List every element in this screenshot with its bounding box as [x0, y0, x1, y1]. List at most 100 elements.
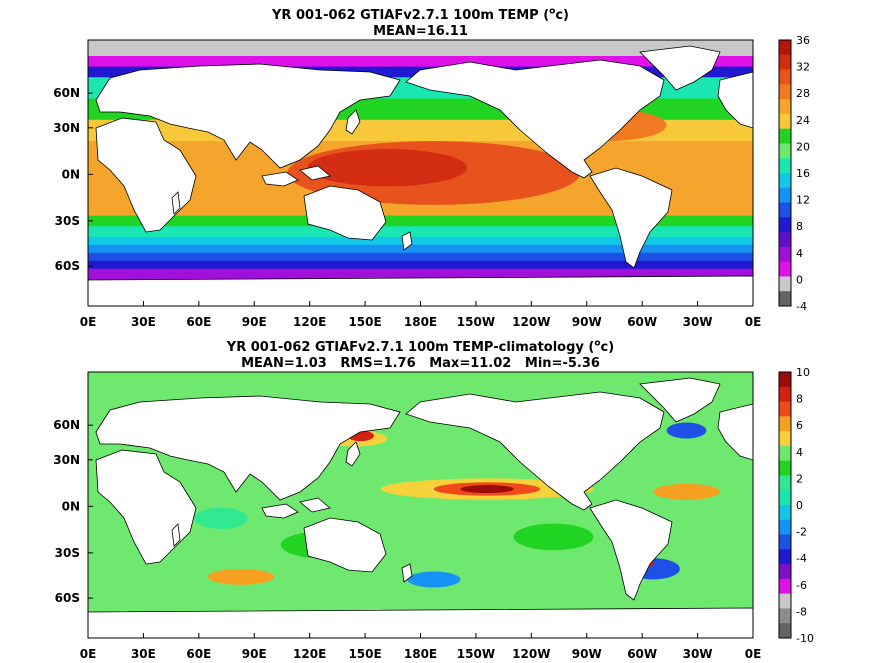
colorbar-segment: [779, 173, 791, 189]
warm-core-region: [307, 149, 468, 187]
x-tick-label: 0E: [80, 315, 97, 329]
colorbar-segment: [779, 40, 791, 56]
y-tick-label: 30N: [53, 453, 80, 467]
colorbar-tick-label: 4: [796, 446, 803, 459]
panel2-subtitle: MEAN=1.03 RMS=1.76 Max=11.02 Min=-5.36: [241, 356, 600, 372]
colorbar-tick-label: 4: [796, 247, 803, 260]
colorbar-segment: [779, 578, 791, 595]
colorbar-segment: [779, 158, 791, 174]
colorbar-segment: [779, 475, 791, 491]
temp-band: [88, 268, 753, 281]
colorbar-segment: [779, 623, 791, 639]
x-tick-label: 180E: [404, 315, 437, 329]
colorbar-segment: [779, 549, 791, 565]
x-tick-label: 120E: [293, 315, 326, 329]
temp-band: [88, 236, 753, 246]
colorbar-segment: [779, 246, 791, 263]
temp-band: [88, 55, 753, 68]
x-tick-label: 0E: [80, 647, 97, 661]
colorbar-frame: [778, 371, 792, 639]
y-tick-label: 0N: [62, 167, 80, 181]
panel1-colorbar: 36 32 28 24 20 16 12 8 4 0 -4: [778, 34, 810, 313]
y-tick-label: 60S: [55, 591, 80, 605]
colorbar-segment: [779, 54, 791, 71]
x-tick-label: 60E: [186, 315, 211, 329]
colorbar-tick-label: 36: [796, 34, 810, 47]
colorbar-tick-label: 8: [796, 393, 803, 406]
colorbar-tick-label: -10: [796, 632, 814, 645]
x-tick-label: 180E: [404, 647, 437, 661]
colorbar-segment: [779, 143, 791, 159]
x-tick-label: 90E: [242, 315, 267, 329]
x-tick-label: 120E: [293, 647, 326, 661]
colorbar-segment: [779, 372, 791, 388]
colorbar-segment: [779, 534, 791, 550]
temp-band: [88, 244, 753, 254]
colorbar-segment: [779, 69, 791, 85]
anomaly-patch: [513, 523, 594, 551]
colorbar-tick-label: 0: [796, 499, 803, 512]
x-tick-label: 30W: [683, 315, 713, 329]
colorbar-segment: [779, 128, 791, 144]
colorbar-segment: [779, 276, 791, 292]
panel2-title: YR 001-062 GTIAFv2.7.1 100m TEMP-climato…: [88, 336, 753, 372]
colorbar-segment: [779, 291, 791, 307]
colorbar-segment: [779, 401, 791, 417]
panel1-axes: 0E 30E 60E 90E 120E 150E 180E 150W 120W 90W 60W 30W…: [53, 86, 761, 329]
colorbar-segment: [779, 113, 791, 130]
y-tick-label: 0N: [62, 499, 80, 513]
colorbar-segment: [779, 608, 791, 624]
x-tick-label: 90W: [572, 315, 602, 329]
colorbar-tick-label: -4: [796, 552, 807, 565]
y-tick-label: 60N: [53, 86, 80, 100]
colorbar-segment: [779, 84, 791, 100]
colorbar-segment: [779, 593, 791, 609]
x-tick-label: 150E: [348, 315, 381, 329]
y-tick-label: 30N: [53, 121, 80, 135]
anomaly-patch: [407, 571, 461, 588]
colorbar-segment: [779, 505, 791, 521]
panel1-map: [88, 40, 753, 306]
colorbar-segment: [779, 386, 791, 403]
colorbar-tick-label: 8: [796, 220, 803, 233]
panel1-subtitle: MEAN=16.11: [373, 24, 468, 40]
x-tick-label: 30E: [131, 315, 156, 329]
anomaly-patch: [194, 507, 248, 529]
x-tick-label: 30W: [683, 647, 713, 661]
colorbar-segment: [779, 416, 791, 432]
temp-band: [88, 215, 753, 228]
colorbar-segment: [779, 460, 791, 476]
colorbar-tick-label: 16: [796, 167, 810, 180]
x-tick-label: 30E: [131, 647, 156, 661]
x-tick-label: 60W: [627, 315, 657, 329]
y-tick-label: 60N: [53, 418, 80, 432]
x-tick-label: 90E: [242, 647, 267, 661]
anomaly-patch: [666, 422, 707, 439]
colorbar-tick-label: 0: [796, 273, 803, 286]
panel1-title: YR 001-062 GTIAFv2.7.1 100m TEMP (oc) ME…: [88, 4, 753, 40]
x-tick-label: 60E: [186, 647, 211, 661]
x-tick-label: 0E: [745, 315, 762, 329]
colorbar-segment: [779, 232, 791, 248]
anomaly-patch: [653, 483, 720, 500]
colorbar-segment: [779, 217, 791, 233]
y-tick-label: 30S: [55, 214, 80, 228]
panel2-title-line1: YR 001-062 GTIAFv2.7.1 100m TEMP-climato…: [226, 339, 615, 356]
colorbar-tick-label: 12: [796, 194, 810, 207]
colorbar-tick-label: -2: [796, 526, 807, 539]
colorbar-tick-label: 28: [796, 87, 810, 100]
colorbar-segment: [779, 187, 791, 204]
temp-band: [88, 260, 753, 270]
colorbar-tick-label: -6: [796, 579, 807, 592]
colorbar-segment: [779, 490, 791, 506]
colorbar-segment: [779, 445, 791, 462]
panel2-axes: 0E 30E 60E 90E 120E 150E 180E 150W 120W 90W 60W 30W…: [53, 418, 761, 661]
colorbar-segment: [779, 519, 791, 536]
x-tick-label: 0E: [745, 647, 762, 661]
temp-band: [88, 40, 753, 57]
colorbar-tick-label: 32: [796, 61, 810, 74]
colorbar-tick-label: 10: [796, 366, 810, 379]
panel1-title-line1: YR 001-062 GTIAFv2.7.1 100m TEMP (oc): [272, 7, 569, 24]
temp-band: [88, 226, 753, 238]
colorbar-tick-label: -8: [796, 605, 807, 618]
